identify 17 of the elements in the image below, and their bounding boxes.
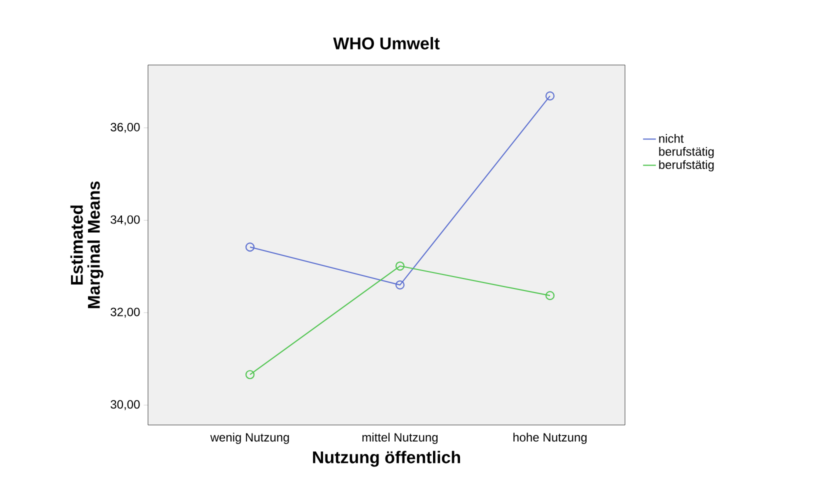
x-tick-label: mittel Nutzung	[362, 432, 438, 444]
point	[395, 261, 405, 271]
point	[245, 242, 255, 252]
y-tick-label: 34,00	[110, 215, 140, 226]
x-axis-title: Nutzung öffentlich	[313, 450, 460, 467]
chart-title: WHO Umwelt	[333, 36, 440, 50]
legend-label: berufstätig	[659, 160, 714, 172]
y-tick-label: 30,00	[110, 400, 140, 410]
point	[245, 370, 255, 380]
point	[545, 291, 555, 300]
point	[545, 91, 555, 101]
y-tick-label: 32,00	[110, 308, 140, 318]
point	[395, 280, 405, 290]
y-tick-label: 36,00	[110, 122, 140, 133]
x-tick-label: hohe Nutzung	[513, 432, 587, 444]
y-axis-title: Estimated Marginal Means	[70, 181, 104, 308]
x-tick-label: wenig Nutzung	[210, 432, 289, 444]
